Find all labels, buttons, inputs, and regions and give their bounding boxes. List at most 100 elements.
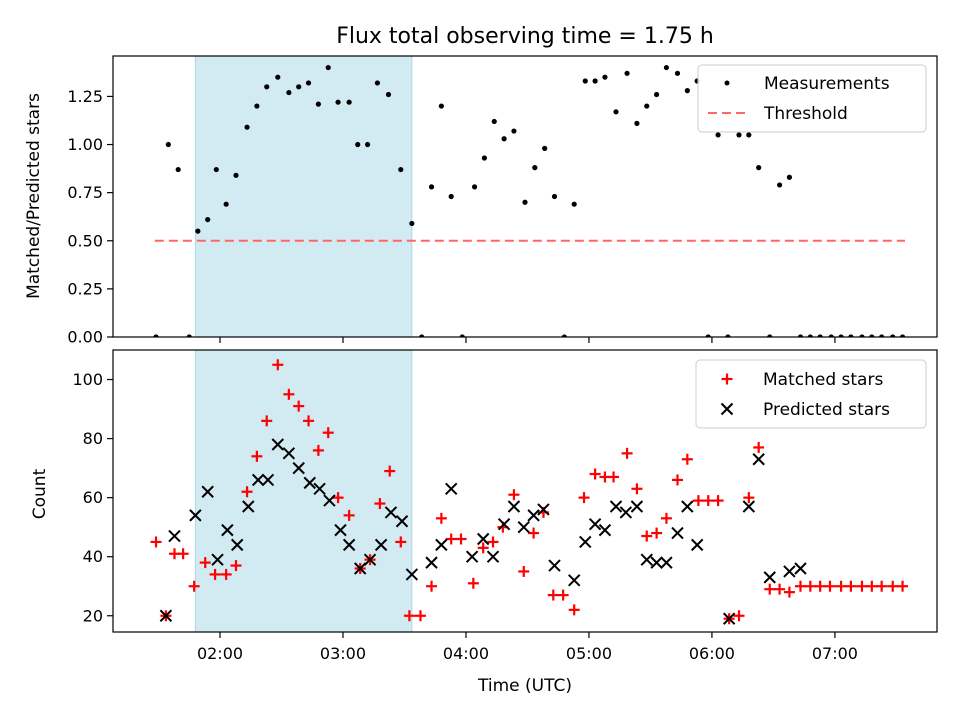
marker-stroke: [486, 550, 500, 563]
measurement-point: [624, 70, 630, 76]
marker-stroke: [303, 476, 316, 490]
measurement-point: [890, 334, 896, 337]
y-tick-label: 80: [83, 429, 103, 448]
matched-star-point: [293, 400, 305, 412]
predicted-star-point: [342, 538, 356, 552]
predicted-star-point: [517, 520, 530, 534]
measurement-point: [254, 103, 260, 109]
measurement-point: [501, 136, 507, 142]
matched-star-point: [251, 450, 263, 462]
ratio-x-ticks: [219, 337, 836, 343]
measurement-point: [409, 220, 415, 227]
matched-star-point: [660, 512, 672, 524]
measurement-point: [613, 109, 619, 115]
matched-star-point: [312, 444, 324, 456]
predicted-star-point: [537, 503, 550, 516]
marker-stroke: [425, 556, 438, 569]
y-tick-label: 0.75: [67, 183, 103, 202]
marker-stroke: [445, 482, 458, 495]
marker-stroke: [752, 453, 765, 466]
marker-stroke: [722, 612, 736, 625]
measurement-point: [828, 334, 834, 337]
matched-star-point: [814, 580, 826, 592]
measurement-point: [756, 165, 762, 171]
matched-star-point: [343, 509, 355, 521]
predicted-star-point: [168, 529, 181, 543]
marker-stroke: [395, 515, 409, 528]
x-tick-label: 06:00: [689, 644, 735, 663]
predicted-star-point: [681, 500, 694, 513]
predicted-star-point: [405, 568, 419, 581]
y-tick-label: 1.00: [67, 135, 103, 154]
matched-star-point: [455, 533, 467, 545]
matched-star-point: [835, 580, 847, 592]
measurement-point: [335, 99, 341, 105]
matched-star-point: [621, 447, 633, 459]
ratio-shaded-interval: [194, 55, 413, 338]
measurement-point: [746, 132, 752, 138]
matched-star-point: [332, 492, 344, 504]
matched-star-point: [403, 610, 415, 622]
measurement-point: [736, 132, 742, 138]
matched-star-point: [230, 560, 242, 572]
marker-stroke: [334, 523, 347, 537]
predicted-star-point: [395, 515, 409, 528]
predicted-star-point: [353, 562, 367, 575]
x-tick-label: 02:00: [197, 644, 243, 663]
predicted-star-point: [671, 526, 684, 540]
matched-star-point: [845, 580, 857, 592]
marker-stroke: [588, 518, 602, 531]
marker-stroke: [251, 473, 265, 487]
x-tick-label: 03:00: [320, 644, 366, 663]
measurement-point: [491, 118, 497, 125]
measurement-point: [355, 141, 361, 148]
marker-stroke: [476, 532, 490, 546]
marker-stroke: [211, 553, 224, 566]
matched-star-point: [866, 580, 878, 592]
marker-stroke: [548, 559, 561, 572]
matched-star-point: [876, 580, 888, 592]
x-tick-label: 04:00: [443, 644, 489, 663]
marker-stroke: [537, 503, 550, 516]
predicted-star-point: [261, 473, 275, 487]
predicted-star-point: [794, 562, 807, 575]
measurement-point: [807, 334, 813, 337]
marker-stroke: [231, 538, 244, 552]
predicted-star-point: [497, 518, 511, 531]
measurement-point: [286, 89, 292, 96]
measurement-point: [153, 334, 159, 337]
measurement-point: [233, 172, 239, 178]
predicted-star-point: [660, 556, 673, 569]
measurement-point: [838, 334, 844, 337]
predicted-star-point: [445, 482, 458, 495]
y-tick-label: 20: [83, 606, 103, 625]
measurement-point: [797, 334, 804, 337]
measurement-point: [653, 91, 660, 98]
predicted-star-point: [476, 532, 490, 546]
matched-star-point: [272, 359, 284, 371]
y-tick-label: 0.25: [67, 279, 103, 298]
measurement-point: [428, 184, 435, 190]
marker-stroke: [650, 556, 663, 569]
marker-stroke: [742, 500, 756, 513]
predicted-star-point: [579, 535, 592, 549]
measurement-point: [244, 124, 250, 130]
measurement-point: [186, 334, 192, 337]
matched-star-point: [783, 586, 795, 598]
measurement-point: [296, 84, 302, 90]
predicted-star-point: [650, 556, 663, 569]
matched-star-point: [508, 489, 520, 501]
ratio-legend-box: [697, 64, 927, 133]
measurement-point: [511, 128, 517, 134]
matched-star-point: [414, 610, 426, 622]
measurement-point: [374, 80, 381, 86]
count-points: [150, 359, 909, 625]
predicted-star-point: [231, 538, 244, 552]
marker-stroke: [261, 473, 275, 487]
matched-star-point: [651, 527, 663, 539]
matched-star-point: [733, 610, 745, 622]
matched-star-point: [672, 474, 684, 486]
matched-star-point: [303, 415, 315, 427]
y-tick-label: 40: [83, 547, 103, 566]
ratio-panel: 0.00 0.25 0.50 0.75 1.00 1.25 Matched/Predict…: [24, 55, 938, 347]
